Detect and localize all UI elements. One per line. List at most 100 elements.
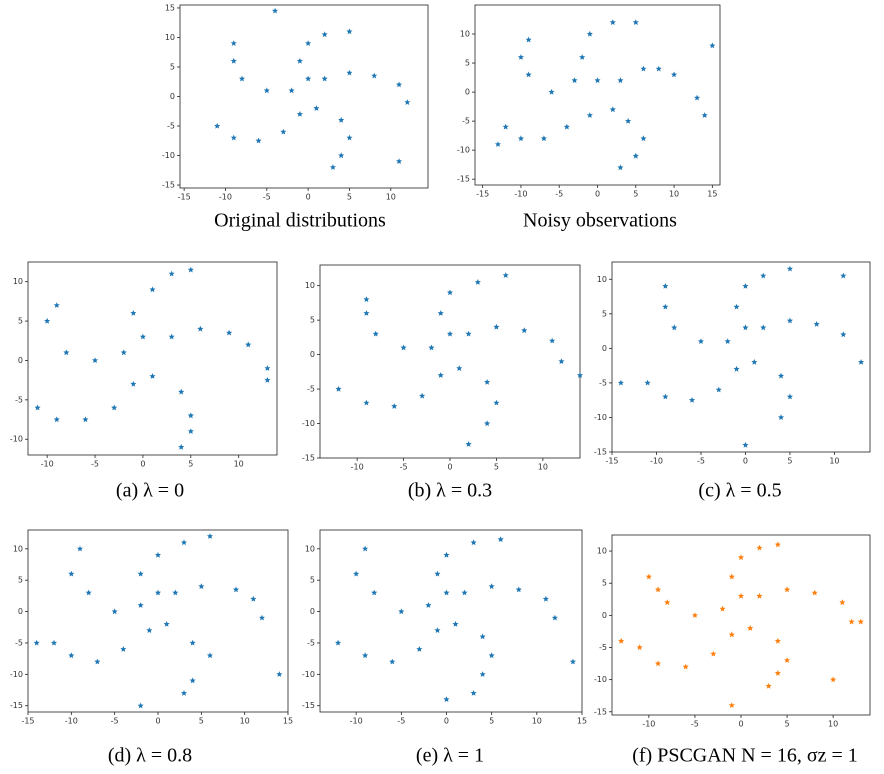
point — [44, 317, 51, 324]
point — [521, 327, 528, 334]
y-tick-label: 10 — [305, 544, 315, 553]
point — [264, 365, 271, 371]
point — [691, 612, 698, 618]
x-tick-label: 5 — [199, 717, 204, 726]
point — [137, 602, 144, 608]
x-tick-label: 5 — [489, 717, 494, 726]
point — [94, 658, 101, 665]
point — [484, 379, 491, 385]
point — [830, 676, 837, 683]
point — [715, 386, 722, 393]
point — [329, 164, 336, 170]
point — [586, 112, 593, 118]
point — [139, 333, 146, 340]
x-tick-label: 15 — [577, 717, 587, 726]
point — [632, 152, 639, 159]
point — [709, 42, 716, 49]
point — [548, 88, 555, 95]
point — [77, 545, 83, 552]
point — [465, 441, 472, 447]
x-tick-label: -15 — [476, 190, 489, 199]
x-tick-label: -10 — [350, 717, 363, 726]
point — [517, 54, 524, 60]
point — [479, 671, 486, 677]
point — [644, 379, 651, 386]
point — [263, 87, 270, 94]
point — [338, 116, 345, 123]
point — [346, 28, 353, 35]
caption: Original distributions — [214, 210, 386, 232]
x-tick-label: 10 — [240, 717, 250, 726]
point — [404, 99, 411, 105]
y-tick-label: 0 — [602, 344, 607, 353]
point — [239, 75, 245, 82]
point — [197, 325, 204, 332]
point — [363, 310, 370, 316]
point — [662, 393, 669, 400]
point — [53, 416, 60, 423]
point — [362, 545, 369, 552]
x-tick-label: -5 — [397, 717, 405, 726]
point — [428, 344, 435, 351]
point — [230, 40, 237, 46]
point — [443, 696, 450, 702]
point — [437, 310, 444, 316]
point — [250, 595, 257, 602]
point — [313, 105, 320, 111]
point — [655, 660, 662, 667]
point — [697, 338, 704, 344]
y-tick-label: 0 — [310, 350, 315, 359]
x-tick-label: 0 — [743, 457, 748, 466]
point — [155, 589, 161, 596]
point — [474, 279, 481, 285]
point — [230, 57, 237, 64]
point — [437, 372, 444, 378]
point — [655, 586, 662, 593]
point — [728, 631, 735, 638]
point — [738, 592, 744, 599]
y-tick-label: 5 — [310, 316, 315, 325]
point — [33, 639, 40, 646]
point — [443, 551, 450, 558]
y-tick-label: -15 — [302, 701, 315, 710]
point — [728, 702, 735, 708]
point — [189, 639, 196, 646]
point — [178, 388, 185, 395]
x-tick-label: -15 — [605, 457, 618, 466]
point — [120, 646, 127, 652]
point — [738, 554, 744, 561]
point — [259, 614, 265, 621]
caption: (c) λ = 0.5 — [698, 480, 781, 502]
x-tick-label: 5 — [494, 463, 499, 472]
point — [515, 586, 522, 593]
point — [92, 357, 99, 364]
point — [484, 420, 491, 427]
x-tick-label: 0 — [738, 720, 743, 729]
y-tick-label: 5 — [310, 576, 315, 585]
point — [181, 539, 187, 546]
point — [245, 341, 252, 348]
point — [346, 69, 353, 76]
y-tick-label: 5 — [602, 309, 607, 318]
x-tick-label: -5 — [697, 457, 705, 466]
x-tick-label: -15 — [21, 717, 34, 726]
x-tick-label: 10 — [234, 460, 244, 469]
point — [280, 128, 287, 135]
y-tick-label: 0 — [18, 607, 23, 616]
y-tick-label: 10 — [597, 547, 607, 556]
point — [264, 377, 271, 383]
point — [111, 404, 118, 411]
x-tick-label: 0 — [140, 460, 145, 469]
point — [586, 30, 593, 37]
point — [353, 570, 360, 577]
point — [187, 412, 194, 419]
point — [839, 599, 846, 606]
y-tick-label: -10 — [10, 670, 23, 679]
caption: (d) λ = 0.8 — [108, 745, 192, 767]
x-tick-label: 10 — [829, 457, 839, 466]
y-tick-label: 10 — [165, 33, 175, 42]
point — [747, 625, 754, 631]
point — [111, 608, 118, 615]
point — [68, 570, 75, 577]
point — [493, 323, 500, 330]
